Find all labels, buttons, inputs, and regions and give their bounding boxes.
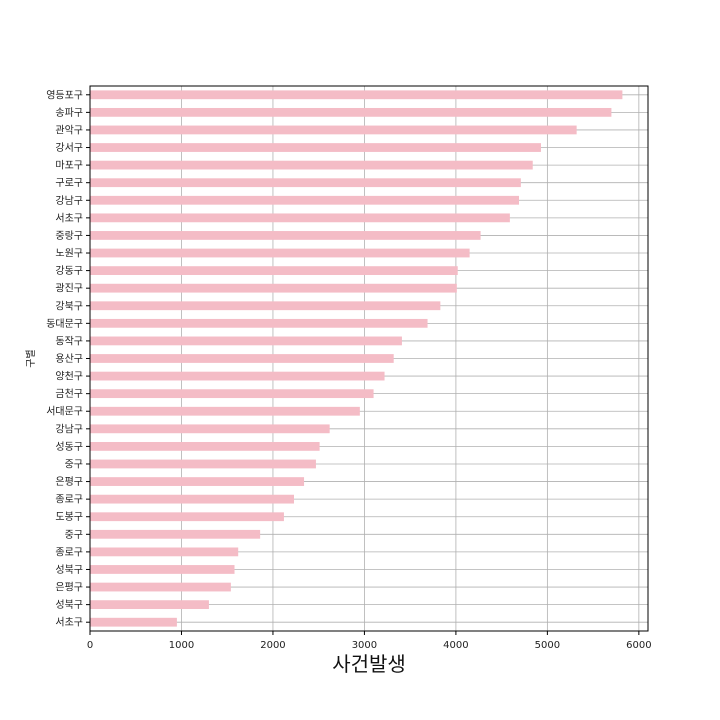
category-label: 성동구 <box>55 441 83 453</box>
bar <box>90 143 541 152</box>
x-axis-ticks: 0 1000 2000 3000 4000 5000 6000 <box>87 631 652 651</box>
category-label: 구로구 <box>55 178 83 189</box>
bar <box>90 372 385 381</box>
bar <box>90 424 330 433</box>
bar <box>90 337 402 346</box>
category-label: 송파구 <box>55 107 83 119</box>
bar <box>90 407 360 416</box>
x-tick-label: 3000 <box>352 640 377 651</box>
bar <box>90 126 577 135</box>
bar <box>90 249 470 258</box>
category-label: 용산구 <box>55 353 83 365</box>
category-label: 영등포구 <box>46 89 83 101</box>
bar <box>90 108 611 117</box>
category-label: 종로구 <box>55 494 83 506</box>
x-tick-label: 4000 <box>443 640 468 651</box>
bar <box>90 583 231 592</box>
bar <box>90 618 177 627</box>
category-label: 성북구 <box>55 564 83 576</box>
bar <box>90 354 394 363</box>
bar <box>90 90 622 99</box>
bar <box>90 565 235 574</box>
category-label: 서초구 <box>55 212 83 224</box>
category-label: 중구 <box>65 529 83 541</box>
category-label: 관악구 <box>55 124 83 136</box>
bar <box>90 600 209 609</box>
category-label: 중랑구 <box>55 230 83 242</box>
bar <box>90 178 521 187</box>
y-axis-title: 구별 <box>25 349 37 367</box>
x-axis-title: 사건발생 <box>332 652 406 676</box>
bar <box>90 266 458 275</box>
category-label: 광진구 <box>55 283 83 295</box>
category-label: 중구 <box>65 458 83 470</box>
category-label: 동작구 <box>55 335 83 347</box>
x-tick-label: 1000 <box>169 640 194 651</box>
x-tick-label: 5000 <box>535 640 560 651</box>
bar <box>90 495 294 504</box>
x-tick-label: 6000 <box>626 640 651 651</box>
bar <box>90 547 238 556</box>
category-label: 강동구 <box>55 265 83 277</box>
y-axis-ticks: 영등포구송파구관악구강서구마포구구로구강남구서초구중랑구노원구강동구광진구강북구… <box>46 89 90 628</box>
bar <box>90 477 304 486</box>
category-label: 강북구 <box>55 300 83 312</box>
bar <box>90 301 440 310</box>
bar <box>90 530 260 539</box>
bar <box>90 460 316 469</box>
bar <box>90 389 374 398</box>
category-label: 강서구 <box>55 142 83 154</box>
bar <box>90 512 284 521</box>
category-label: 마포구 <box>55 160 83 172</box>
category-label: 도봉구 <box>55 511 83 523</box>
bar <box>90 319 428 328</box>
category-label: 은평구 <box>55 476 83 488</box>
category-label: 서초구 <box>55 617 83 629</box>
category-label: 종로구 <box>55 546 83 558</box>
x-tick-label: 0 <box>87 640 93 651</box>
bar <box>90 284 457 293</box>
category-label: 성북구 <box>55 599 83 611</box>
bar <box>90 213 510 222</box>
category-label: 강남구 <box>55 195 83 207</box>
category-label: 강남구 <box>55 423 83 435</box>
bar <box>90 231 481 240</box>
bar <box>90 442 320 451</box>
category-label: 동대문구 <box>46 318 83 330</box>
x-tick-label: 2000 <box>260 640 285 651</box>
category-label: 금천구 <box>55 388 83 400</box>
category-label: 서대문구 <box>46 406 83 418</box>
category-label: 양천구 <box>55 371 83 383</box>
category-label: 은평구 <box>55 582 83 594</box>
category-label: 노원구 <box>55 248 83 260</box>
bar <box>90 196 519 205</box>
bar <box>90 161 533 170</box>
